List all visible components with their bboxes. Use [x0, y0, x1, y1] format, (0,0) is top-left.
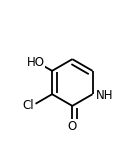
Text: NH: NH — [96, 89, 113, 102]
Text: HO: HO — [27, 56, 45, 69]
Text: Cl: Cl — [23, 99, 35, 112]
Text: O: O — [68, 120, 77, 133]
